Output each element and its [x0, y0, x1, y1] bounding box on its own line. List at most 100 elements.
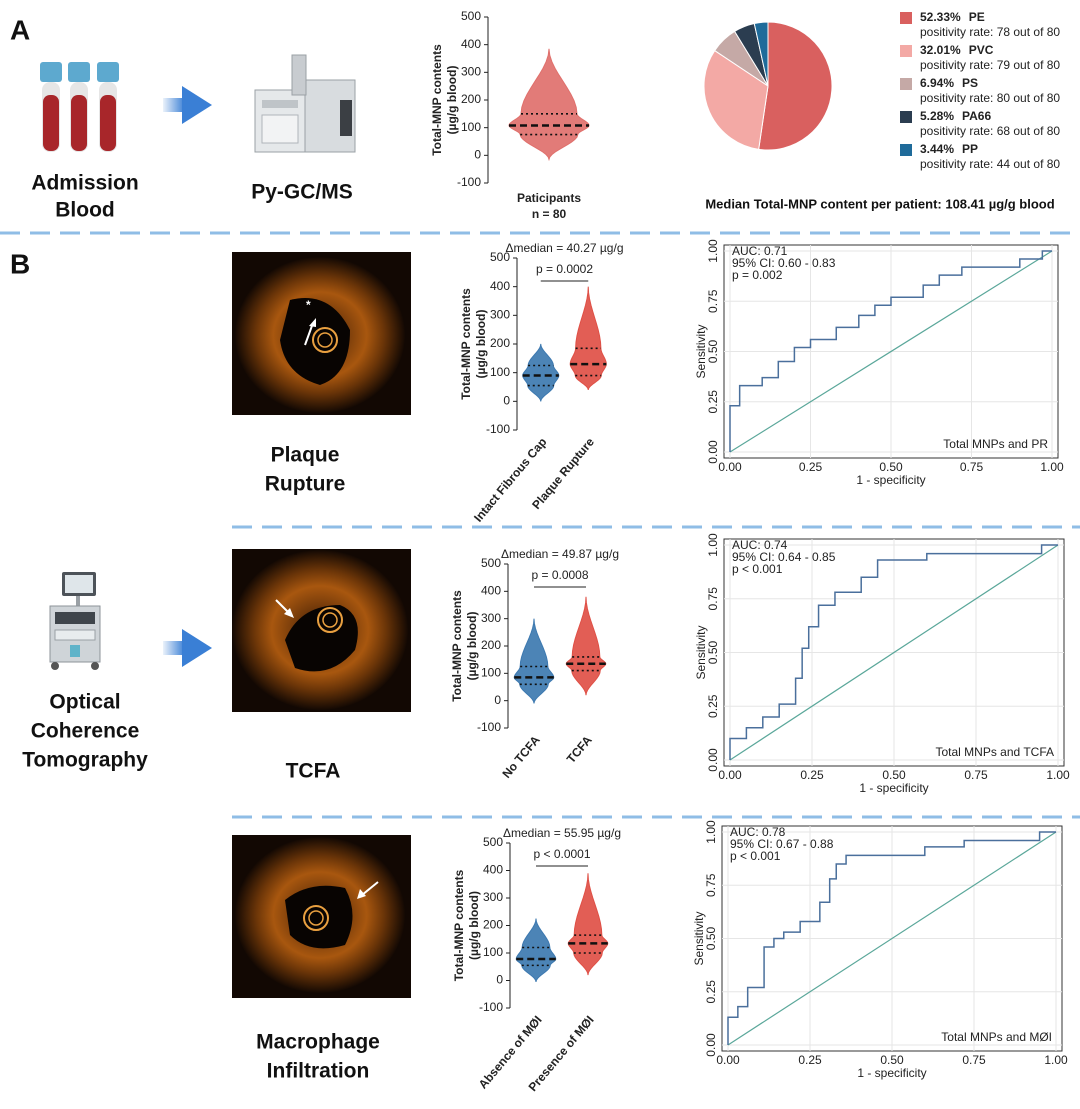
- violin-body: [508, 48, 590, 162]
- legend-value: 5.28%: [920, 109, 954, 123]
- legend-swatch: [900, 144, 912, 156]
- panel-label: A: [10, 14, 30, 45]
- y-tick-label: 0.50: [706, 339, 720, 363]
- legend-note: positivity rate: 80 out of 80: [920, 91, 1060, 105]
- y-tick-label: 0.00: [706, 440, 720, 464]
- y-tick-label: 0.25: [704, 980, 718, 1004]
- legend-swatch: [900, 45, 912, 57]
- x-tick-label: No TCFA: [499, 733, 543, 781]
- x-tick-label: 0.75: [960, 460, 984, 474]
- label: Coherence: [31, 720, 140, 743]
- y-tick-label: 1.00: [706, 533, 720, 557]
- y-tick-label: 400: [483, 863, 503, 877]
- legend-value: 3.44%: [920, 142, 954, 156]
- pie-slice: [753, 21, 769, 87]
- x-tick-label: 0.25: [798, 1053, 822, 1067]
- annotation: 95% CI: 0.67 - 0.88: [730, 837, 834, 851]
- y-axis-label: (µg/g blood): [467, 891, 481, 960]
- label: Infiltration: [267, 1060, 370, 1083]
- y-tick-label: 400: [481, 584, 501, 598]
- annotation: p < 0.001: [732, 562, 783, 576]
- label: Admission: [31, 172, 138, 195]
- y-tick-label: 0: [474, 148, 481, 162]
- annotation: p < 0.001: [730, 849, 781, 863]
- legend-label: 5.28% PA66: [920, 109, 991, 123]
- y-tick-label: 300: [483, 890, 503, 904]
- y-tick-label: 0.75: [706, 587, 720, 611]
- y-axis-label: (µg/g blood): [474, 310, 488, 379]
- x-tick-label: 1.00: [1046, 768, 1070, 782]
- y-tick-label: 100: [490, 365, 510, 379]
- annotation: p = 0.002: [732, 268, 783, 282]
- label: Blood: [55, 199, 114, 222]
- y-tick-label: 0.50: [704, 926, 718, 950]
- y-tick-label: 500: [483, 835, 503, 849]
- annotation: AUC: 0.78: [730, 825, 786, 839]
- annotation: 95% CI: 0.60 - 0.83: [732, 256, 836, 270]
- y-tick-label: 0.25: [706, 694, 720, 718]
- legend-note: positivity rate: 78 out of 80: [920, 25, 1060, 39]
- y-tick-label: 0.50: [706, 640, 720, 664]
- y-tick-label: -100: [457, 175, 481, 189]
- pie-slice: [758, 21, 833, 151]
- y-tick-label: 300: [461, 65, 481, 79]
- x-tick-label: 0.00: [718, 460, 742, 474]
- legend-label: 52.33% PE: [920, 10, 985, 24]
- y-axis-label: Sensitivity: [694, 625, 708, 679]
- legend-value: 6.94%: [920, 76, 954, 90]
- x-tick-label: Paticipants: [517, 191, 581, 205]
- label: Plaque: [271, 444, 340, 467]
- legend-name: PVC: [969, 43, 994, 57]
- arrow: [163, 629, 212, 667]
- chart-title: Total MNPs and TCFA: [936, 745, 1055, 759]
- label: Tomography: [22, 749, 148, 772]
- violin-body: [567, 873, 609, 976]
- x-tick-label: 0.00: [716, 1053, 740, 1067]
- annotation: AUC: 0.71: [732, 244, 788, 258]
- annotation: Δmedian = 49.87 µg/g: [501, 547, 619, 561]
- label: Macrophage: [256, 1031, 380, 1054]
- y-tick-label: 1.00: [704, 820, 718, 844]
- annotation: Δmedian = 40.27 µg/g: [505, 241, 623, 255]
- y-tick-label: 0: [503, 394, 510, 408]
- y-tick-label: 400: [461, 37, 481, 51]
- y-axis-label: Total-MNP contents: [459, 288, 473, 400]
- y-tick-label: 300: [490, 308, 510, 322]
- label: TCFA: [286, 760, 341, 783]
- y-tick-label: 200: [490, 336, 510, 350]
- annotation: 95% CI: 0.64 - 0.85: [732, 550, 836, 564]
- p-value: p = 0.0002: [536, 262, 593, 276]
- roc-curve: [727, 831, 1056, 1045]
- y-tick-label: 500: [490, 250, 510, 264]
- legend-label: 3.44% PP: [920, 142, 978, 156]
- y-tick-label: 100: [483, 945, 503, 959]
- svg-text:*: *: [306, 298, 311, 312]
- violin-body: [569, 286, 607, 390]
- label: Py-GC/MS: [251, 181, 353, 204]
- reference-line: [727, 831, 1057, 1046]
- legend-value: 52.33%: [920, 10, 961, 24]
- x-tick-label: 0.50: [880, 1053, 904, 1067]
- y-tick-label: 0: [496, 973, 503, 987]
- reference-line: [729, 250, 1053, 453]
- y-tick-label: 0.00: [704, 1033, 718, 1057]
- legend-name: PE: [969, 10, 985, 24]
- y-tick-label: 500: [481, 556, 501, 570]
- y-tick-label: 200: [461, 92, 481, 106]
- y-tick-label: 300: [481, 611, 501, 625]
- label: Optical: [49, 691, 120, 714]
- y-tick-label: 200: [483, 918, 503, 932]
- x-tick-label: 0.25: [800, 768, 824, 782]
- violin-body: [522, 343, 560, 402]
- x-axis-label: 1 - specificity: [857, 1066, 926, 1080]
- gcms-icon: [254, 54, 356, 153]
- annotation: Δmedian = 55.95 µg/g: [503, 826, 621, 840]
- y-tick-label: 200: [481, 638, 501, 652]
- y-tick-label: 1.00: [706, 239, 720, 263]
- y-axis-label: Sensitivity: [694, 324, 708, 378]
- annotation: AUC: 0.74: [732, 538, 788, 552]
- legend-value: 32.01%: [920, 43, 961, 57]
- x-tick-label: 0.75: [964, 768, 988, 782]
- x-tick-label: 0.50: [882, 768, 906, 782]
- oct-image: [232, 549, 411, 712]
